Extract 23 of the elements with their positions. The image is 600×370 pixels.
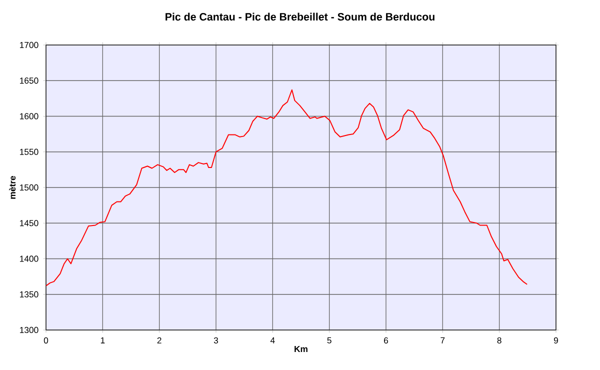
y-tick-label: 1450 bbox=[20, 220, 38, 226]
x-tick-label: 1 bbox=[100, 337, 105, 344]
y-tick-label: 1350 bbox=[20, 291, 38, 298]
chart-title: Pic de Cantau - Pic de Brebeillet - Soum de Berducou bbox=[166, 12, 434, 21]
x-tick-label: 2 bbox=[157, 337, 162, 344]
x-tick-label: 9 bbox=[554, 337, 558, 344]
x-tick-label: 7 bbox=[440, 337, 445, 344]
y-tick-label: 1650 bbox=[20, 78, 38, 84]
x-axis-title: Km bbox=[294, 346, 308, 352]
y-tick-label: 1550 bbox=[20, 148, 38, 155]
y-tick-label: 1500 bbox=[20, 184, 38, 191]
x-tick-label: 5 bbox=[327, 337, 332, 344]
x-tick-label: 3 bbox=[214, 337, 218, 344]
x-tick-label: 8 bbox=[497, 337, 502, 344]
x-tick-label: 6 bbox=[384, 337, 388, 344]
y-axis-title: mètre bbox=[9, 176, 16, 199]
x-tick-label: 4 bbox=[270, 337, 275, 344]
y-tick-label: 1300 bbox=[20, 326, 38, 334]
y-tick-label: 1400 bbox=[20, 256, 38, 262]
line-series bbox=[46, 89, 528, 286]
x-tick-label: 0 bbox=[44, 337, 48, 344]
y-tick-label: 1700 bbox=[20, 42, 38, 48]
y-tick-label: 1600 bbox=[20, 113, 38, 120]
